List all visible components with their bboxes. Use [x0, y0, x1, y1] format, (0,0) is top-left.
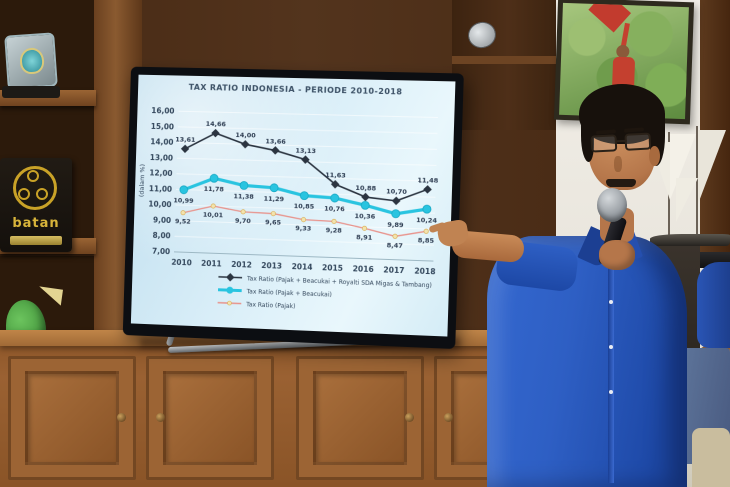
svg-text:11,63: 11,63 — [325, 171, 346, 180]
svg-text:13,61: 13,61 — [175, 136, 196, 145]
cabinet-door — [146, 356, 274, 480]
svg-text:9,33: 9,33 — [295, 224, 311, 233]
tax-ratio-line-chart: 7,00 8,00 9,00 10,00 11,00 12,00 13,00 14,00 15,… — [138, 106, 455, 310]
svg-text:10,36: 10,36 — [354, 212, 375, 221]
glasses — [590, 132, 653, 157]
presenter-right-hand — [599, 240, 635, 270]
shirt-button — [609, 345, 613, 349]
svg-text:2017: 2017 — [383, 265, 404, 275]
svg-text:8,00: 8,00 — [152, 231, 170, 241]
door-frame — [700, 0, 730, 252]
cabinet-door-panel — [313, 371, 407, 465]
svg-text:10,88: 10,88 — [355, 184, 376, 193]
svg-text:11,48: 11,48 — [417, 176, 439, 185]
svg-text:9,89: 9,89 — [387, 220, 404, 229]
svg-text:11,78: 11,78 — [204, 185, 225, 194]
ship-sail — [676, 178, 698, 222]
svg-text:11,38: 11,38 — [233, 192, 254, 201]
painting-figure-shirt — [612, 56, 636, 88]
svg-text:9,28: 9,28 — [326, 226, 343, 235]
batan-plaque: batan — [0, 158, 72, 252]
svg-text:8,91: 8,91 — [356, 233, 373, 242]
svg-text:8,47: 8,47 — [387, 241, 403, 250]
cabinet-door-panel — [25, 371, 119, 465]
batan-logo-icon — [13, 166, 57, 210]
glasses-lens — [624, 132, 652, 151]
svg-text:10,00: 10,00 — [148, 200, 171, 210]
cabinet-knob — [444, 413, 453, 422]
ship-sail — [698, 130, 726, 204]
svg-text:14,00: 14,00 — [150, 137, 173, 147]
svg-text:10,76: 10,76 — [324, 205, 345, 214]
svg-text:14,66: 14,66 — [206, 120, 227, 129]
svg-text:9,70: 9,70 — [235, 217, 252, 226]
shirt-button — [609, 300, 613, 304]
crystal-award-trophy — [4, 32, 58, 90]
batan-plaque-label: batan — [12, 216, 60, 231]
svg-text:13,00: 13,00 — [150, 153, 173, 163]
svg-text:9,65: 9,65 — [265, 218, 282, 227]
presenter-hair-side — [581, 118, 594, 162]
cabinet-knob — [156, 413, 165, 422]
svg-text:2014: 2014 — [292, 262, 313, 272]
svg-text:11,29: 11,29 — [263, 194, 284, 203]
cabinet-door — [8, 356, 136, 480]
upper-cabinet-shelf — [452, 56, 564, 64]
svg-text:2018: 2018 — [414, 266, 435, 276]
svg-text:13,66: 13,66 — [265, 137, 286, 146]
svg-text:16,00: 16,00 — [151, 106, 174, 116]
svg-text:11,00: 11,00 — [149, 184, 172, 194]
batan-plaque-plate — [10, 236, 62, 245]
svg-text:14,00: 14,00 — [235, 131, 256, 140]
tv-screen: TAX RATIO INDONESIA - PERIODE 2010-2018 … — [130, 74, 456, 337]
chart-title: TAX RATIO INDONESIA - PERIODE 2010-2018 — [188, 82, 403, 97]
batan-logo-dot — [27, 170, 39, 182]
svg-text:10,99: 10,99 — [173, 196, 194, 205]
svg-text:9,52: 9,52 — [175, 217, 191, 226]
svg-text:10,70: 10,70 — [386, 187, 408, 196]
cabinet-knob — [405, 413, 414, 422]
seated-person-shoulder — [697, 262, 730, 348]
svg-text:10,24: 10,24 — [416, 216, 438, 225]
svg-text:8,85: 8,85 — [418, 236, 435, 245]
svg-text:10,85: 10,85 — [294, 202, 315, 211]
svg-text:2016: 2016 — [353, 264, 374, 274]
svg-text:Tax Ratio (Pajak + Beacukai): Tax Ratio (Pajak + Beacukai) — [245, 288, 331, 298]
svg-text:(dalam %): (dalam %) — [138, 164, 147, 197]
svg-text:15,00: 15,00 — [151, 122, 174, 132]
crystal-award-base — [2, 86, 60, 98]
svg-text:13,13: 13,13 — [295, 146, 316, 155]
cabinet-door-panel — [163, 371, 257, 465]
microphone-head — [597, 188, 627, 222]
svg-text:12,00: 12,00 — [149, 168, 172, 178]
svg-text:Tax Ratio (Pajak + Beacukai +: Tax Ratio (Pajak + Beacukai + Royalti SD… — [246, 275, 432, 289]
shirt-button — [609, 390, 613, 394]
television: TAX RATIO INDONESIA - PERIODE 2010-2018 … — [122, 66, 464, 350]
presenter-mustache — [606, 179, 636, 187]
batan-logo-dot — [18, 188, 30, 200]
svg-text:7,00: 7,00 — [152, 247, 170, 257]
glasses-lens — [590, 134, 618, 153]
shirt-placket — [608, 268, 614, 483]
svg-text:2015: 2015 — [322, 263, 343, 273]
cabinet-door — [296, 356, 424, 480]
khaki-bag — [692, 428, 730, 487]
upper-cabinet — [452, 0, 564, 130]
award-emblem-icon — [19, 47, 45, 75]
svg-text:9,00: 9,00 — [153, 215, 171, 225]
figurine-flag — [37, 286, 63, 306]
svg-text:10,01: 10,01 — [203, 211, 224, 220]
ship-hull — [650, 234, 730, 246]
svg-text:2013: 2013 — [261, 261, 282, 271]
svg-text:2011: 2011 — [201, 259, 222, 269]
svg-text:2010: 2010 — [171, 258, 192, 268]
cabinet-knob — [117, 413, 126, 422]
svg-text:2012: 2012 — [231, 260, 252, 270]
presenter-ear — [649, 146, 660, 166]
svg-text:Tax Ratio (Pajak): Tax Ratio (Pajak) — [245, 301, 295, 310]
batan-logo-dot — [36, 188, 48, 200]
presenter-nose — [614, 156, 622, 172]
